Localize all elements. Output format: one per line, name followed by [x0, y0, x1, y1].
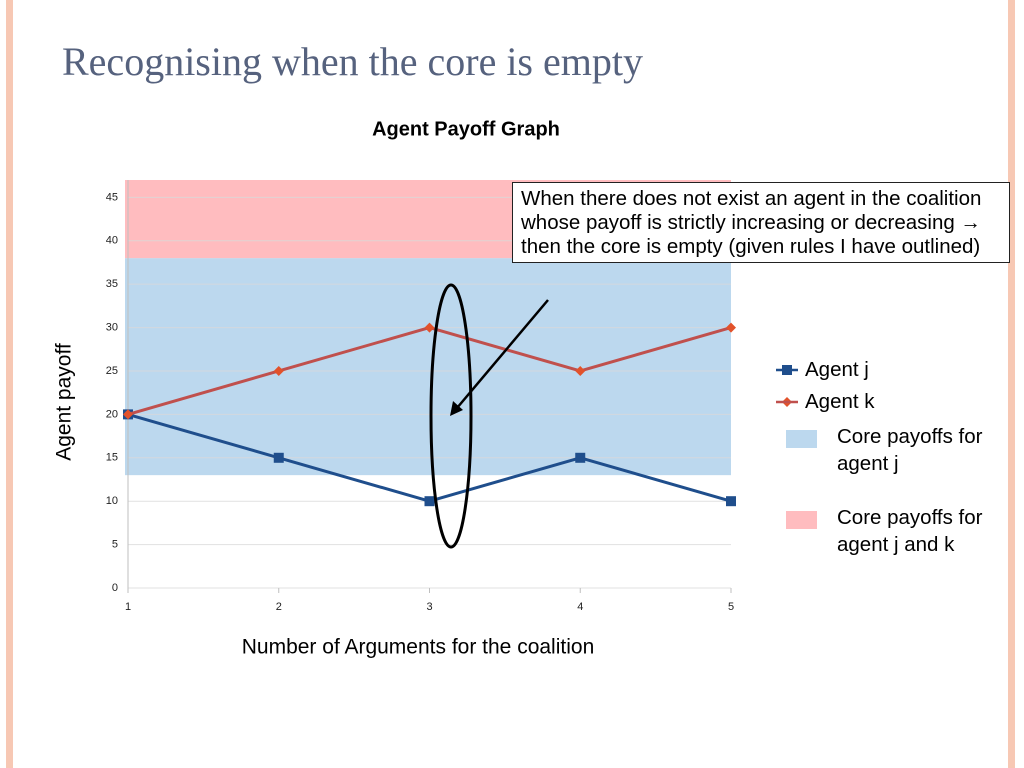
marker: [273, 452, 284, 463]
marker: [273, 365, 284, 376]
y-tick-label: 15: [106, 452, 118, 464]
arrow: [456, 299, 549, 409]
legend-label: Core payoffs for agent j: [837, 425, 983, 475]
highlight-ellipse: [429, 283, 473, 549]
legend-label: Core payoffs for agent j and k: [837, 506, 983, 556]
x-tick-label: 5: [728, 601, 734, 613]
arrow-head: [450, 401, 463, 416]
y-tick-label: 35: [106, 278, 118, 290]
y-tick-label: 20: [106, 408, 118, 420]
legend-label: Agent j: [805, 358, 869, 381]
annotation: When there does not exist an agent in th…: [512, 182, 1010, 263]
x-tick-label: 2: [276, 601, 282, 613]
marker: [424, 496, 435, 507]
marker: [123, 409, 133, 420]
border-right: [1008, 0, 1015, 768]
legend-label: Agent k: [805, 390, 875, 413]
border-left: [6, 0, 13, 768]
x-tick-label: 4: [577, 601, 583, 613]
marker: [575, 452, 586, 463]
core-band: [125, 258, 731, 476]
x-tick-label: 1: [125, 601, 131, 613]
x-tick-label: 3: [426, 601, 432, 613]
legend-swatch: [786, 511, 817, 529]
y-tick-label: 0: [112, 582, 118, 594]
slide-title: Recognising when the core is empty: [62, 39, 643, 84]
y-tick-label: 45: [106, 191, 118, 203]
y-tick-label: 25: [106, 365, 118, 377]
x-axis-label: Number of Arguments for the coalition: [242, 636, 595, 659]
chart-title: Agent Payoff Graph: [372, 118, 560, 140]
marker: [575, 365, 586, 376]
legend-swatch: [786, 430, 817, 448]
marker: [424, 322, 435, 333]
marker: [726, 322, 736, 333]
y-tick-label: 5: [112, 539, 118, 551]
y-axis-label: Agent payoff: [53, 343, 76, 461]
y-tick-label: 30: [106, 321, 118, 333]
y-tick-label: 10: [106, 495, 118, 507]
y-tick-label: 40: [106, 235, 118, 247]
marker: [726, 496, 736, 507]
